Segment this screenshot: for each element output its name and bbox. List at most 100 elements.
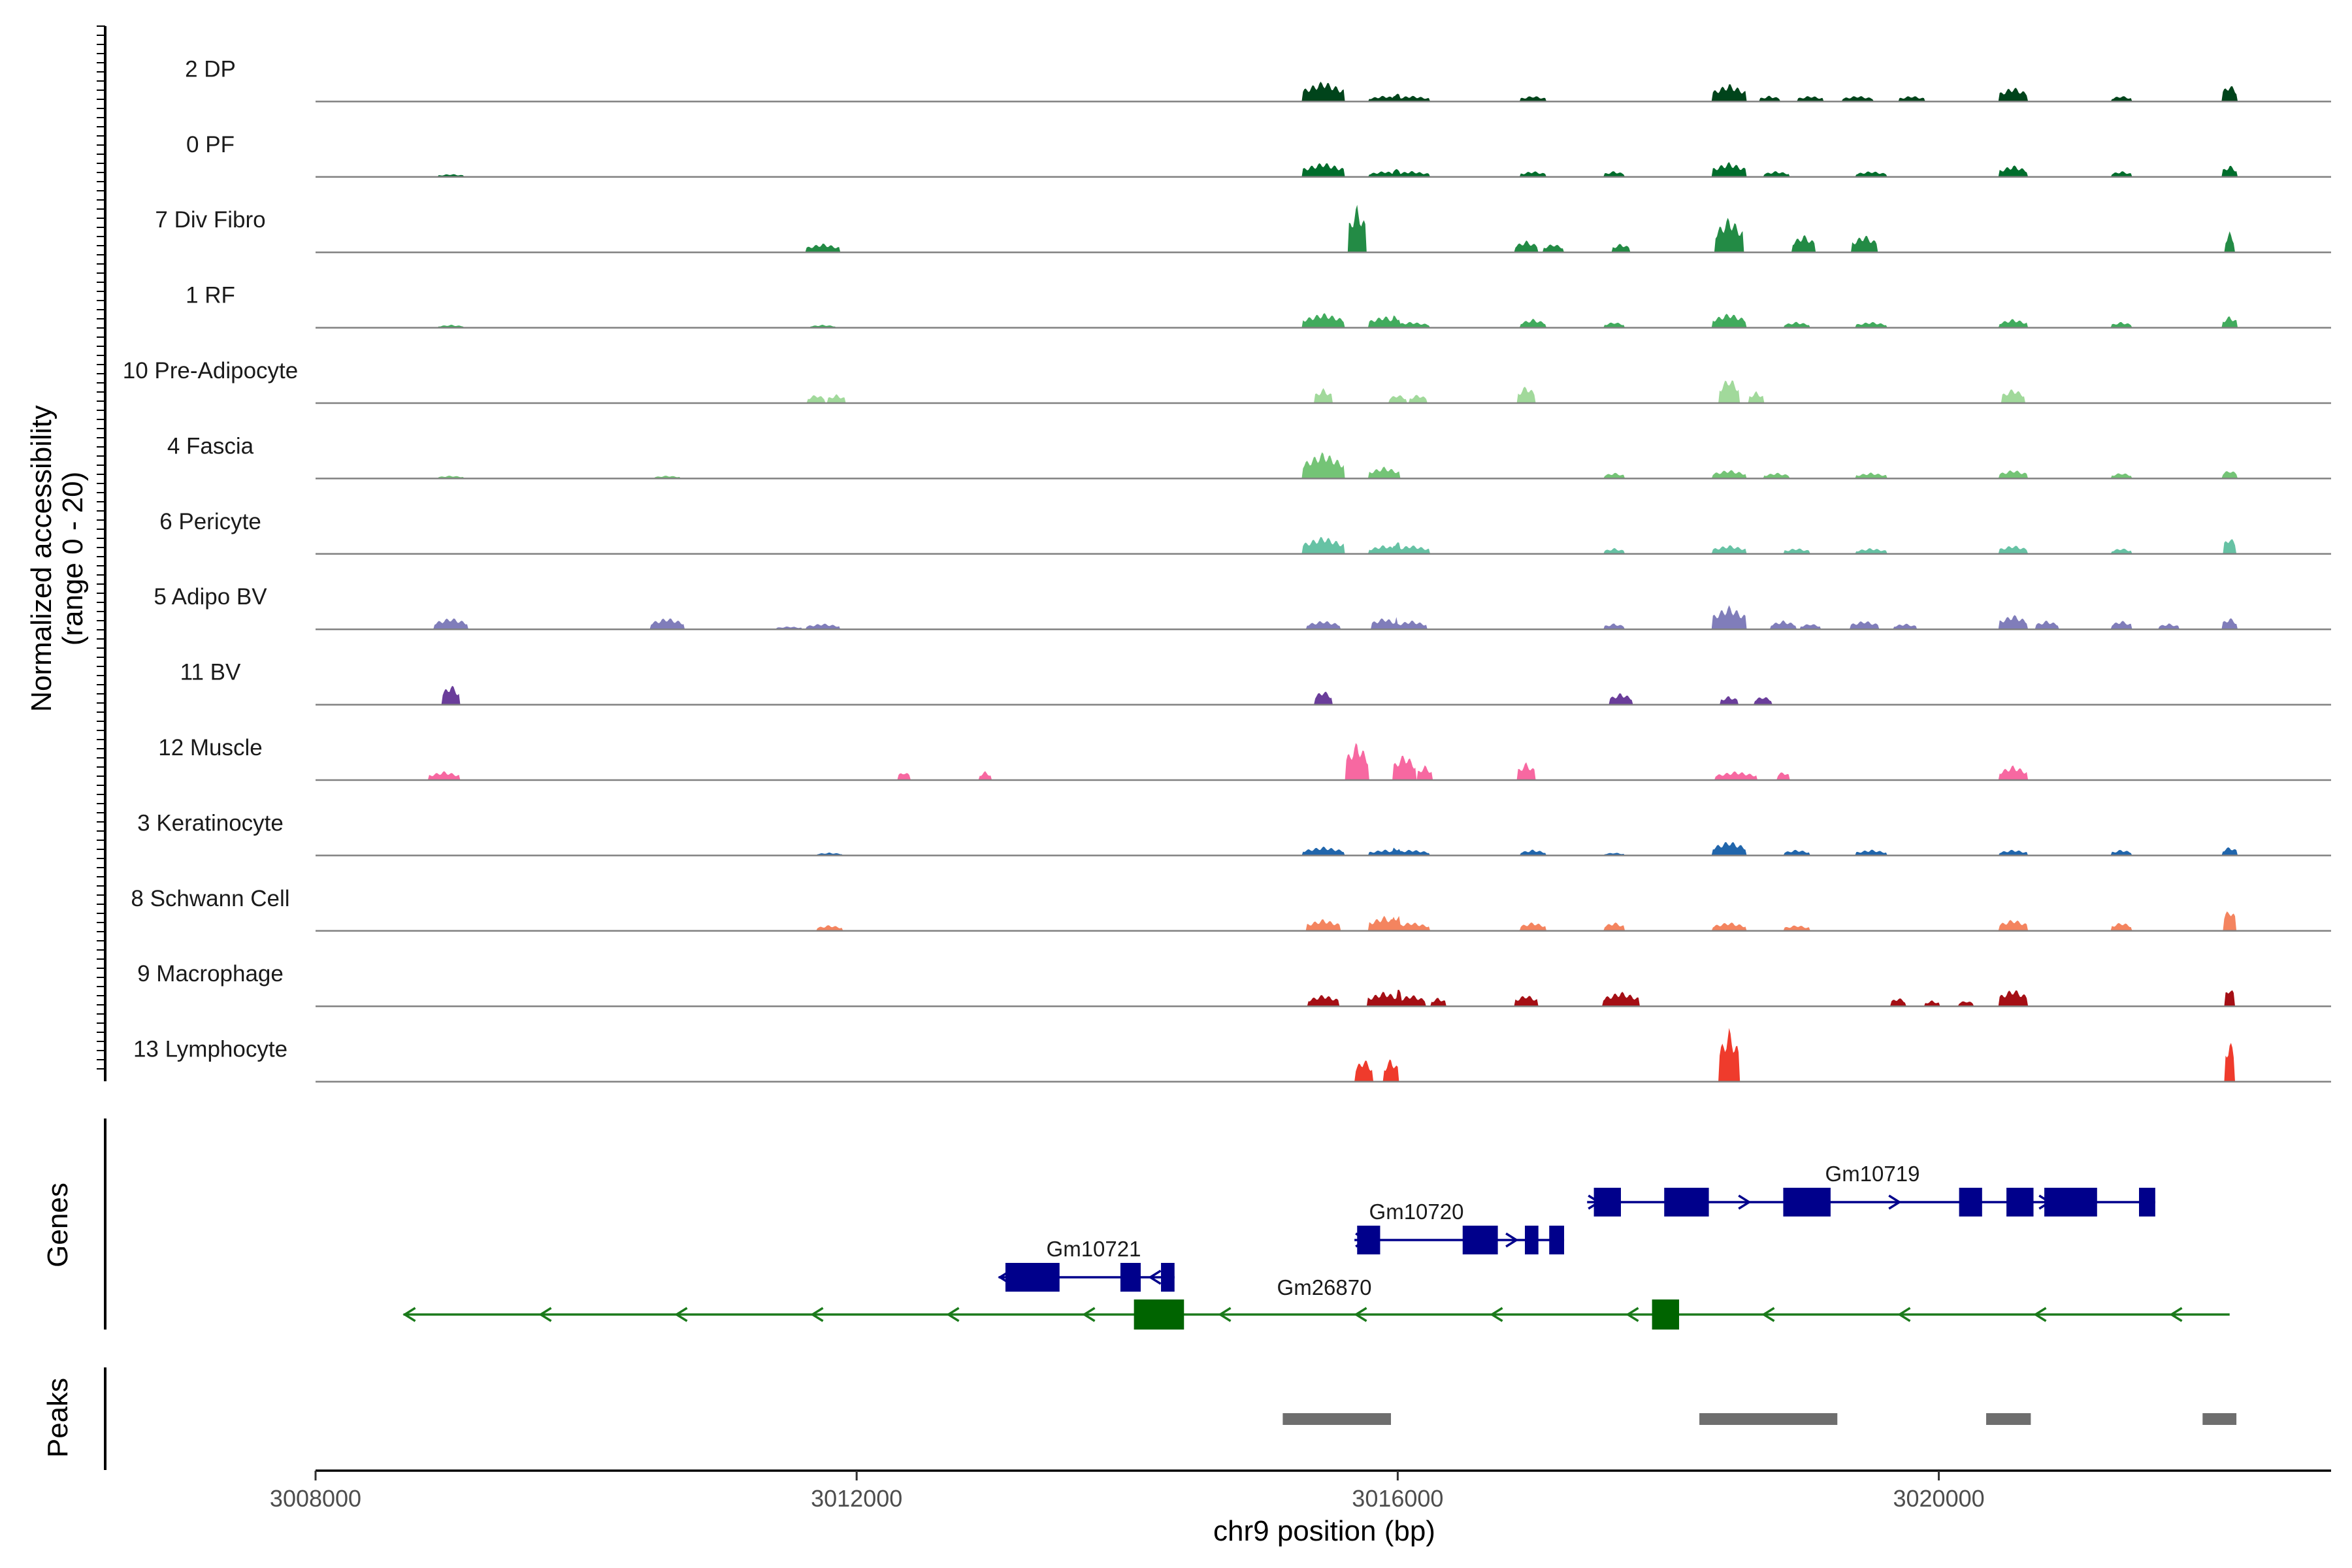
gene-exon [1664,1188,1709,1217]
coverage-tracks: 2 DP 0 PF 7 Div Fibro 1 RF 10 Pre-Adipocyte 4… [97,25,2331,1083]
track-5-adipo-bv: 5 Adipo BV [154,584,2331,630]
track-label: 5 Adipo BV [154,584,267,610]
genes-track-title: Genes [42,1183,74,1267]
strand-arrow [1761,1307,1775,1322]
peak-bar [1986,1413,2031,1425]
strand-arrow [1505,1232,1519,1248]
gene-exon [1120,1263,1141,1292]
gene-label: Gm10721 [1047,1237,1141,1261]
gene-gm10719: Gm10719 [1587,1162,2155,1217]
strand-arrow [1625,1307,1639,1322]
track-4-fascia: 4 Fascia [167,433,2331,480]
peak-bar [1282,1413,1392,1425]
gene-exon [1357,1226,1380,1254]
coverage-area [316,1028,2331,1082]
peaks-track-title: Peaks [42,1378,74,1458]
track-2-dp: 2 DP [185,56,2331,103]
track-6-pericyte: 6 Pericyte [159,509,2331,555]
coverage-area [316,204,2331,253]
track-label: 12 Muscle [158,735,263,760]
gene-exon [1593,1188,1622,1217]
strand-arrow [1082,1307,1096,1322]
gene-exon [1525,1226,1539,1254]
coverage-area [316,841,2331,856]
coverage-area [316,162,2331,177]
strand-arrow [946,1307,960,1322]
coverage-area [316,536,2331,554]
gene-exon [1134,1299,1184,1330]
track-label: 9 Macrophage [137,961,284,987]
gene-track: Gm10721 Gm10720 Gm10719 Gm26870 [104,1119,2230,1330]
track-label: 8 Schwann Cell [131,886,289,911]
strand-arrow [1738,1194,1752,1210]
x-tick-label: 3008000 [270,1485,361,1512]
gene-exon [1783,1188,1831,1217]
gene-exon [2006,1188,2034,1217]
track-3-keratinocyte: 3 Keratinocyte [137,810,2331,857]
track-1-rf: 1 RF [186,283,2331,329]
track-10-pre-adipocyte: 10 Pre-Adipocyte [123,358,2331,404]
track-7-div-fibro: 7 Div Fibro [155,204,2331,253]
strand-arrow [1218,1307,1232,1322]
strand-arrow [674,1307,688,1322]
coverage-area [316,313,2331,328]
track-label: 0 PF [186,132,235,157]
coverage-area [316,452,2331,479]
strand-arrow [1888,1194,1902,1210]
y-axis-title-line2: (range 0 - 20) [57,472,89,646]
track-label: 2 DP [185,56,236,82]
track-11-bv: 11 BV [180,660,2331,706]
coverage-area [316,685,2331,705]
coverage-area [316,605,2331,630]
track-12-muscle: 12 Muscle [158,735,2331,781]
gene-gm10721: Gm10721 [998,1237,1175,1292]
coverage-area [316,989,2331,1007]
track-label: 10 Pre-Adipocyte [123,358,298,384]
strand-arrow [2169,1307,2183,1322]
coverage-area [316,82,2331,102]
gene-label: Gm10720 [1369,1200,1464,1224]
gene-exon [2138,1188,2155,1217]
peak-track [104,1367,2237,1470]
strand-arrow [1148,1269,1162,1285]
strand-arrow [1490,1307,1503,1322]
track-label: 4 Fascia [167,433,254,459]
gene-label: Gm10719 [1825,1162,1920,1186]
gene-exon [1005,1263,1060,1292]
track-0-pf: 0 PF [186,132,2331,178]
x-axis: 3008000 3012000 3016000 3020000 [270,1469,2331,1512]
x-tick-label: 3016000 [1352,1485,1443,1512]
coverage-area [316,911,2331,931]
strand-arrow [1897,1307,1911,1322]
gene-exon [1161,1263,1175,1292]
strand-arrow [1354,1307,1367,1322]
strand-arrow [810,1307,824,1322]
strand-arrow [402,1307,416,1322]
track-9-macrophage: 9 Macrophage [137,961,2331,1007]
peak-bar [1699,1413,1838,1425]
coverage-area [316,380,2331,403]
gene-gm10720: Gm10720 [1354,1200,1565,1254]
gene-exon [2044,1188,2097,1217]
gene-label: Gm26870 [1277,1275,1372,1299]
track-label: 11 BV [180,660,241,685]
y-axis-title-line1: Normalized accessibility [25,405,57,711]
peak-bar [2202,1413,2237,1425]
x-tick-label: 3012000 [811,1485,902,1512]
track-13-lymphocyte: 13 Lymphocyte [133,1028,2331,1083]
track-label: 1 RF [186,283,235,308]
gene-exon [1652,1299,1680,1330]
gene-gm26870: Gm26870 [402,1275,2230,1330]
gene-exon [1462,1226,1498,1254]
x-tick-label: 3020000 [1893,1485,1984,1512]
gene-exon [1959,1188,1982,1217]
strand-arrow [538,1307,552,1322]
track-label: 6 Pericyte [159,509,261,534]
strand-arrow [2033,1307,2047,1322]
x-axis-title: chr9 position (bp) [1213,1515,1435,1547]
coverage-area [316,743,2331,780]
track-label: 3 Keratinocyte [137,810,284,836]
track-label: 13 Lymphocyte [133,1037,287,1062]
track-label: 7 Div Fibro [155,207,265,233]
